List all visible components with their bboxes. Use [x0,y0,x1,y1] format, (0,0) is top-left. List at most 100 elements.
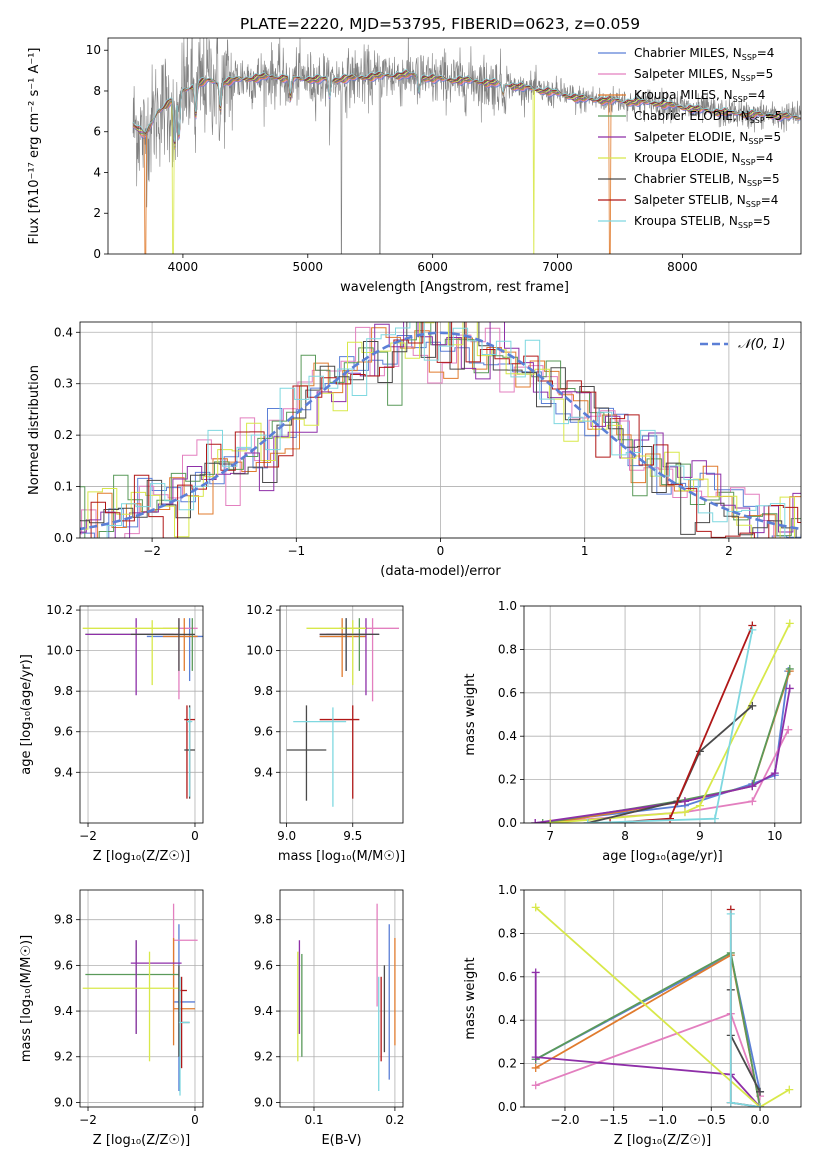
plus-marker [726,1098,735,1107]
y-tick-label: 0.4 [498,1013,517,1027]
legend-entry-label: Kroupa MILES, NSSP=4 [634,88,765,104]
plus-marker [748,625,757,634]
legend-label-suffix: =5 [762,172,780,186]
y-tick-label: 0.1 [54,480,73,494]
legend-label-sub: SSP [742,53,757,62]
plus-marker [583,819,592,823]
legend-label-sub: SSP [750,116,765,125]
plot-area [297,903,396,1092]
x-axis-label: (data-model)/error [380,564,501,579]
axes-frame [79,605,204,824]
plus-marker [785,619,794,628]
legend-entry-label: Chabrier STELIB, NSSP=5 [634,172,780,188]
plus-marker [726,909,735,918]
axes-frame [523,889,802,1108]
y-tick-label: 0 [93,247,101,261]
plus-marker [680,808,689,817]
series-line [534,972,761,1107]
y-tick-label: 9.0 [254,1095,273,1109]
x-tick-label: −1 [287,544,305,558]
legend-label-suffix: =4 [761,193,779,207]
axes-frame [107,37,802,255]
legend-entry-label: Kroupa ELODIE, NSSP=4 [634,151,773,167]
y-tick-label: 9.6 [254,725,273,739]
y-tick-label: 0.8 [498,926,517,940]
legend-label-suffix: =5 [753,214,771,228]
x-tick-label: −0.5 [697,1113,726,1127]
plus-marker [695,801,704,810]
figure-title: PLATE=2220, MJD=53795, FIBERID=0623, z=0… [240,15,640,33]
y-tick-label: 6 [93,125,101,139]
reference-legend-label: 𝒩(0, 1) [738,337,785,352]
x-tick-label: −1.0 [648,1113,677,1127]
x-tick-label: 5000 [293,260,324,274]
legend-label-sub: SSP [733,95,748,104]
y-tick-label: 9.6 [54,725,73,739]
y-tick-label: 10.2 [246,603,273,617]
plus-marker [531,903,540,912]
histogram-steps [80,326,801,538]
y-tick-label: 1.0 [498,599,517,613]
x-axis-label: Z [log₁₀(Z/Z☉)] [93,1133,190,1148]
x-axis-label: Z [log₁₀(Z/Z☉)] [93,849,190,864]
legend-label-suffix: =4 [748,88,766,102]
y-tick-label: 0.4 [54,325,73,339]
axes-frame [279,889,404,1108]
mass-vs-ebv-panel: 0.1 0.2 9.0 9.2 9.4 9.6 9.8 E(B-V) [254,889,404,1148]
model-spectrum-line [132,69,801,143]
x-tick-label: 9.5 [343,829,362,843]
plus-marker [531,1063,540,1072]
plus-marker [546,819,555,823]
plus-marker [756,1087,765,1096]
legend-label-sub: SSP [741,158,756,167]
legend-entry-label: Salpeter STELIB, NSSP=4 [634,193,778,209]
age-vs-metallicity-panel: −2 0 9.4 9.6 9.8 10.0 10.2 Z [log₁₀(Z/Z☉)] age [… [19,603,204,864]
y-tick-label: 9.8 [254,913,273,927]
plus-marker [606,819,615,823]
legend-entry-label: Salpeter ELODIE, NSSP=5 [634,130,781,146]
histogram-steps [80,322,801,538]
x-tick-label: 0.1 [304,1113,323,1127]
y-tick-label: 9.4 [254,1004,273,1018]
x-tick-label: 2 [725,544,733,558]
x-axis-label: Z [log₁₀(Z/Z☉)] [614,1133,711,1148]
plot-area [531,903,794,1107]
plus-marker [710,814,719,823]
y-tick-label: 0.3 [54,377,73,391]
model-spectrum-line [132,69,801,144]
y-tick-label: 9.2 [254,1050,273,1064]
plus-marker [748,782,757,791]
y-tick-label: 0.2 [498,773,517,787]
axes-frame [79,321,802,539]
legend-label-text: Kroupa MILES, N [634,88,733,102]
plot-area [132,38,801,254]
plus-marker [785,684,794,693]
y-tick-label: 0.8 [498,642,517,656]
plus-marker [531,1053,540,1062]
y-tick-label: 0.2 [54,428,73,442]
y-tick-label: 0.2 [498,1057,517,1071]
x-tick-label: −2 [79,1113,97,1127]
x-tick-label: 0 [191,1113,199,1127]
x-tick-label: 0.2 [385,1113,404,1127]
mass-vs-metallicity-panel: −2 0 9.0 9.2 9.4 9.6 9.8 Z [log₁₀(Z/Z☉)] mass [l… [19,889,204,1148]
y-tick-label: 9.6 [54,958,73,972]
y-tick-label: 10.0 [46,644,73,658]
axes-frame [523,605,802,824]
mass-weight-vs-age-panel: 7 8 9 10 0.0 0.2 0.4 0.6 0.8 1.0 age [log₁₀(age/yr… [463,599,802,864]
plus-marker [680,797,689,806]
histogram-steps [80,322,801,538]
legend-label-suffix: =5 [763,130,781,144]
y-axis-label: mass weight [463,673,478,755]
legend-label-text: Salpeter ELODIE, N [634,130,748,144]
y-tick-label: 9.8 [54,913,73,927]
y-tick-label: 9.8 [54,684,73,698]
legend-entry-label: Chabrier MILES, NSSP=4 [634,46,774,62]
y-tick-label: 10 [86,43,101,57]
y-tick-label: 9.2 [54,1050,73,1064]
y-tick-label: 9.4 [54,1004,73,1018]
plot-area [531,619,794,823]
histogram-steps [80,322,801,538]
legend-label-text: Salpeter MILES, N [634,67,741,81]
